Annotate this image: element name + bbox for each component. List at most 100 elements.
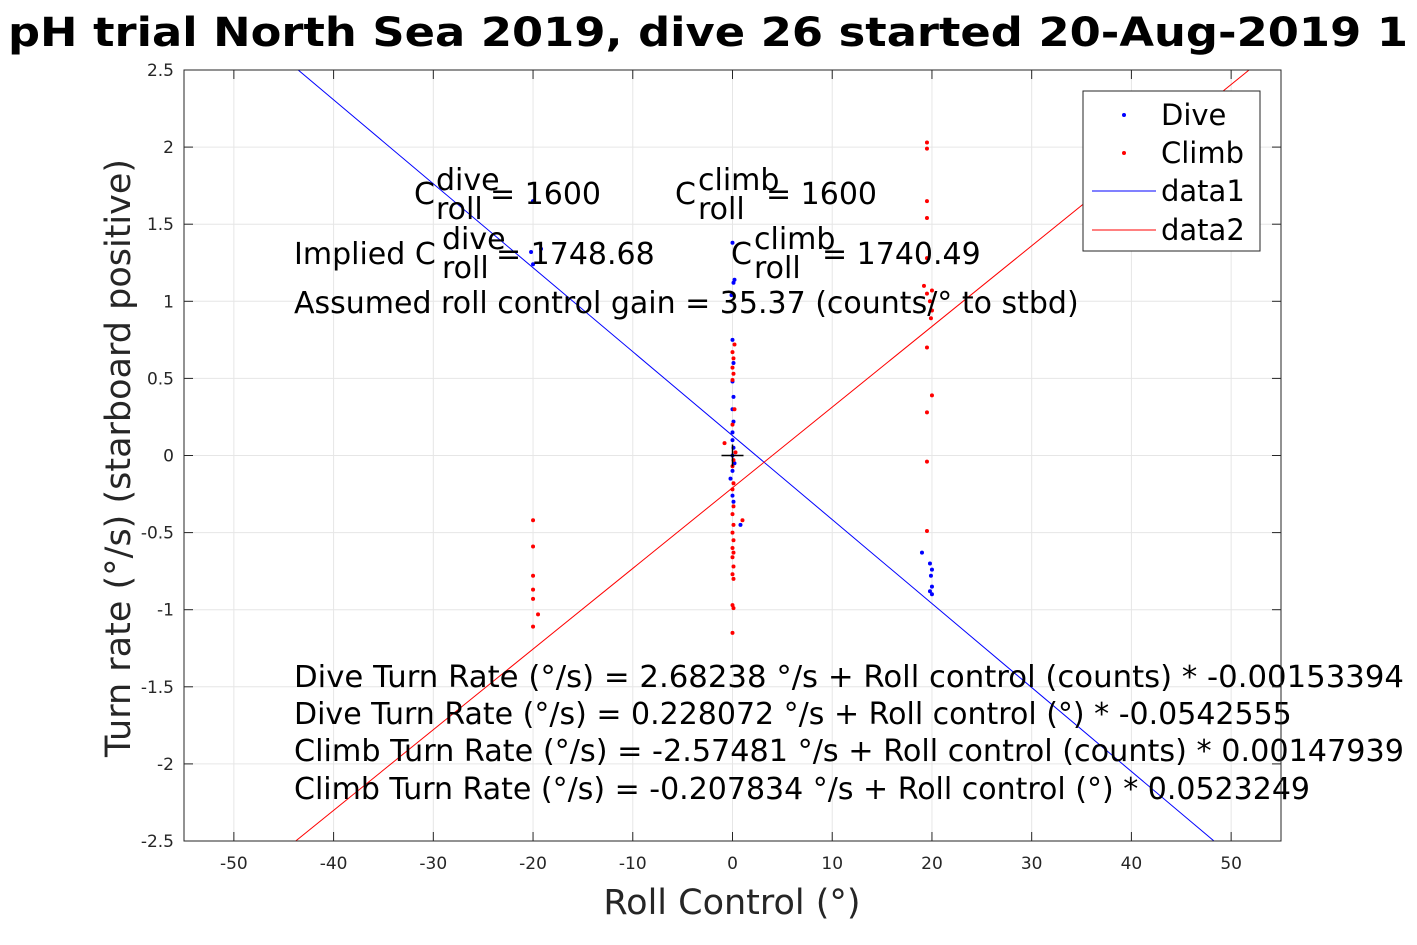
climb-point bbox=[730, 530, 735, 535]
climb-point bbox=[924, 199, 929, 204]
climb-point bbox=[731, 576, 736, 581]
equation-climb-degrees: Climb Turn Rate (°/s) = -0.207834 °/s + … bbox=[294, 772, 1310, 807]
climb-point bbox=[731, 538, 736, 543]
y-tick-label: -0.5 bbox=[141, 524, 174, 544]
climb-point bbox=[733, 450, 738, 455]
dive-point bbox=[731, 499, 736, 504]
x-tick-label: -30 bbox=[419, 854, 447, 874]
climb-point bbox=[928, 316, 933, 321]
x-tick-label: -10 bbox=[619, 854, 647, 874]
climb-point bbox=[924, 146, 929, 151]
climb-point bbox=[722, 441, 727, 446]
dive-c-sub: roll bbox=[436, 192, 483, 227]
climb-point bbox=[731, 371, 736, 376]
climb-point bbox=[730, 603, 735, 608]
climb-point bbox=[730, 422, 735, 427]
y-tick-label: -2 bbox=[157, 755, 174, 775]
implied-dive-sup: dive bbox=[442, 222, 506, 257]
dive-point bbox=[539, 246, 544, 251]
dive-point bbox=[730, 468, 735, 473]
dive-point bbox=[529, 249, 534, 254]
y-axis-label: Turn rate (°/s) (starboard positive) bbox=[99, 159, 139, 758]
dive-point bbox=[731, 360, 736, 365]
dive-point bbox=[730, 430, 735, 435]
climb-point bbox=[732, 407, 737, 412]
climb-point bbox=[730, 365, 735, 370]
climb-point bbox=[731, 564, 736, 569]
climb-point bbox=[531, 573, 536, 578]
dive-point bbox=[730, 438, 735, 443]
equation-dive-counts: Dive Turn Rate (°/s) = 2.68238 °/s + Rol… bbox=[294, 660, 1404, 695]
dive-point bbox=[731, 280, 736, 285]
x-tick-label: 50 bbox=[1220, 854, 1242, 874]
annotation-c-roll-dive: C dive roll = 1600 bbox=[414, 163, 601, 227]
climb-point bbox=[731, 550, 736, 555]
climb-point bbox=[531, 544, 536, 549]
implied-climb-value: = 1740.49 bbox=[822, 237, 981, 272]
climb-point bbox=[531, 596, 536, 601]
climb-point bbox=[531, 624, 536, 629]
dive-point bbox=[531, 262, 536, 267]
axis-ticks: -50 -40 -30 -20 -10 0 10 20 30 40 50-2.5-2-1.5-1-0… bbox=[141, 61, 1281, 874]
dive-point bbox=[731, 419, 736, 424]
y-tick-label: 0.5 bbox=[147, 369, 174, 389]
x-tick-label: 20 bbox=[921, 854, 943, 874]
y-tick-label: 1.5 bbox=[147, 215, 174, 235]
dive-point bbox=[730, 240, 735, 245]
dive-point bbox=[928, 573, 933, 578]
climb-point bbox=[730, 630, 735, 635]
climb-point bbox=[730, 377, 735, 382]
dive-point bbox=[929, 584, 934, 589]
climb-point bbox=[924, 256, 929, 261]
climb-point bbox=[731, 606, 736, 611]
y-tick-label: 1 bbox=[163, 292, 174, 312]
equation-climb-counts: Climb Turn Rate (°/s) = -2.57481 °/s + R… bbox=[294, 734, 1404, 769]
climb-point bbox=[531, 587, 536, 592]
annotation-implied-dive: Implied C dive roll = 1748.68 bbox=[294, 222, 655, 286]
implied-climb-sub: roll bbox=[754, 251, 801, 286]
dive-point bbox=[729, 293, 734, 298]
legend-box bbox=[1082, 90, 1261, 252]
origin-marker bbox=[721, 444, 744, 467]
climb-c-sub: roll bbox=[698, 192, 745, 227]
climb-point bbox=[536, 612, 541, 617]
dive-point bbox=[730, 493, 735, 498]
fit-line-data1 bbox=[297, 70, 1215, 841]
implied-dive-sub: roll bbox=[442, 251, 489, 286]
legend-data2-label: data2 bbox=[1161, 213, 1245, 247]
dive-point bbox=[531, 199, 536, 204]
dive-point bbox=[732, 461, 737, 466]
dive-point bbox=[919, 550, 924, 555]
dive-point bbox=[728, 476, 733, 481]
y-tick-label: -2.5 bbox=[141, 832, 174, 852]
legend-dive-label: Dive bbox=[1161, 98, 1226, 132]
dive-c-label: C bbox=[414, 177, 435, 212]
y-tick-label: -1 bbox=[157, 601, 174, 621]
dive-point bbox=[730, 337, 735, 342]
x-tick-label: 40 bbox=[1121, 854, 1143, 874]
climb-point bbox=[927, 299, 932, 304]
y-tick-label: 2.5 bbox=[147, 61, 174, 81]
dive-point bbox=[927, 589, 932, 594]
climb-point bbox=[921, 283, 926, 288]
climb-point bbox=[730, 572, 735, 577]
y-tick-label: -1.5 bbox=[141, 678, 174, 698]
climb-point bbox=[730, 555, 735, 560]
climb-point bbox=[731, 356, 736, 361]
climb-point bbox=[731, 522, 736, 527]
dive-point bbox=[731, 394, 736, 399]
implied-climb-sup: climb bbox=[754, 222, 835, 257]
climb-point bbox=[929, 393, 934, 398]
legend-dive-marker bbox=[1122, 113, 1126, 117]
x-tick-label: -20 bbox=[519, 854, 547, 874]
implied-climb-label: C bbox=[731, 237, 752, 272]
climb-point bbox=[924, 216, 929, 221]
climb-point bbox=[731, 504, 736, 509]
x-tick-label: 30 bbox=[1021, 854, 1043, 874]
implied-dive-value: = 1748.68 bbox=[496, 237, 655, 272]
climb-c-value: = 1600 bbox=[766, 177, 877, 212]
x-axis-label: Roll Control (°) bbox=[603, 883, 860, 923]
climb-point bbox=[531, 518, 536, 523]
climb-point bbox=[740, 518, 745, 523]
